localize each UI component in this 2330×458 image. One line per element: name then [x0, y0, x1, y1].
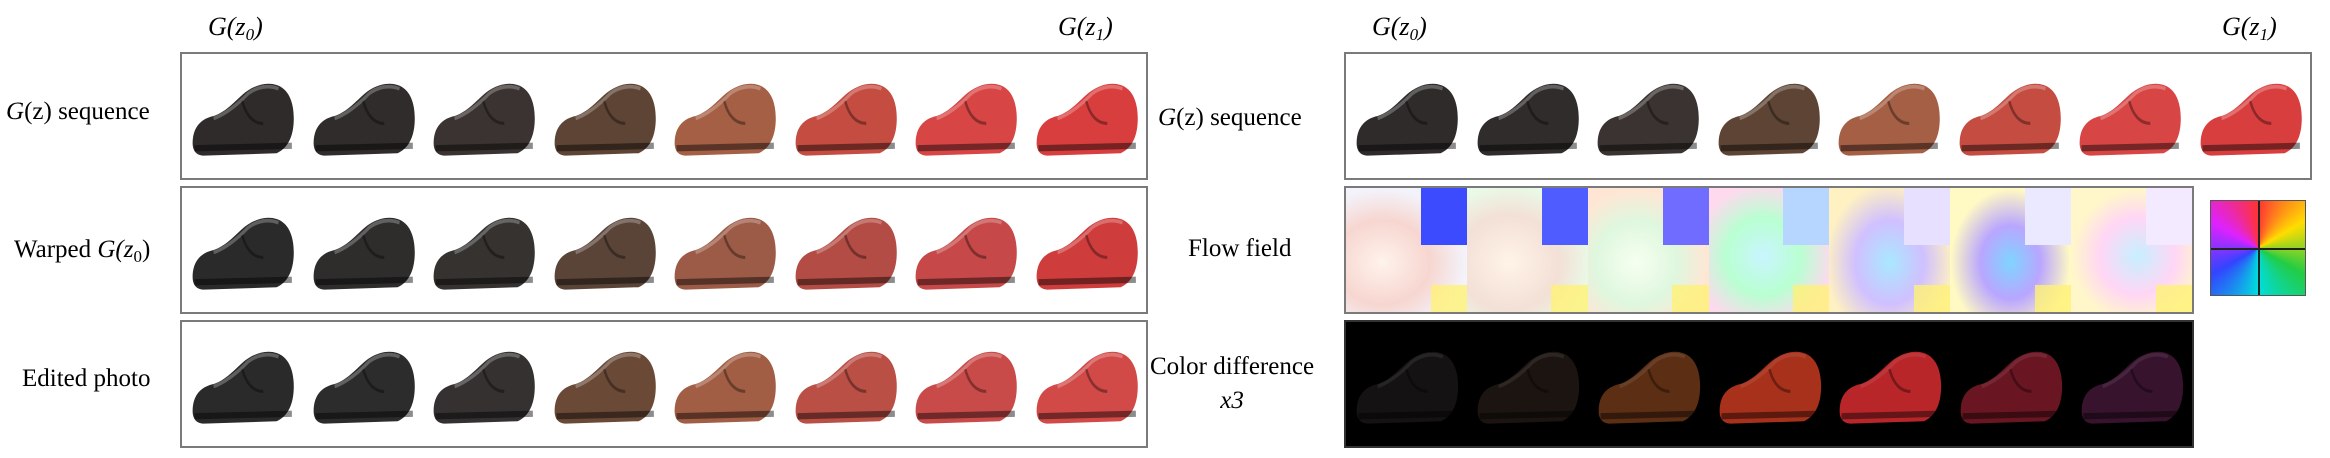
- color-difference-image: [1712, 322, 1827, 446]
- flow-block: [2025, 188, 2072, 246]
- shoe-image: [1029, 322, 1144, 446]
- shoe-image: [908, 188, 1023, 312]
- color-difference-image: [1832, 322, 1947, 446]
- flow-block: [1541, 188, 1588, 246]
- shoe-image: [788, 54, 903, 178]
- shoe-image: [426, 188, 541, 312]
- right-row-flow-field: [1344, 186, 2194, 314]
- left-row-warped: [180, 186, 1148, 314]
- shoe-image: [1831, 54, 1946, 178]
- flow-block: [1904, 188, 1951, 246]
- shoe-image: [667, 322, 782, 446]
- flow-field-image: [2071, 188, 2192, 312]
- shoe-image: [185, 54, 300, 178]
- flow-corner: [1430, 284, 1467, 312]
- flow-block: [2146, 188, 2192, 246]
- shoe-image: [1029, 54, 1144, 178]
- color-difference-image: [1349, 322, 1464, 446]
- shoe-image: [547, 188, 662, 312]
- flow-block: [1783, 188, 1830, 246]
- flow-field-image: [1466, 188, 1588, 312]
- shoe-image: [306, 54, 421, 178]
- shoe-image: [547, 322, 662, 446]
- color-difference-image: [1591, 322, 1706, 446]
- header-left-end: G(z1): [1058, 12, 1113, 44]
- flow-corner: [1914, 284, 1951, 312]
- shoe-image: [185, 188, 300, 312]
- flow-corner: [2034, 284, 2072, 312]
- right-row-sequence: [1344, 52, 2312, 180]
- shoe-image: [908, 322, 1023, 446]
- flow-corner: [1793, 284, 1830, 312]
- flow-color-wheel-icon: [2210, 200, 2306, 296]
- color-difference-image: [1470, 322, 1585, 446]
- label-color-difference: Color difference x3: [1150, 353, 1315, 414]
- flow-field-image: [1346, 188, 1467, 312]
- flow-field-image: [1708, 188, 1830, 312]
- label-flow-field: Flow field: [1188, 235, 1292, 262]
- shoe-image: [1590, 54, 1705, 178]
- shoe-image: [306, 188, 421, 312]
- label-edited-photo: Edited photo: [22, 365, 151, 392]
- label-gz-sequence-left: G(z) sequence: [6, 98, 150, 125]
- label-gz-sequence-right: G(z) sequence: [1158, 104, 1302, 131]
- shoe-image: [547, 54, 662, 178]
- shoe-image: [1711, 54, 1826, 178]
- shoe-image: [1470, 54, 1585, 178]
- flow-block: [1662, 188, 1709, 246]
- shoe-image: [426, 54, 541, 178]
- flow-corner: [1672, 284, 1709, 312]
- shoe-image: [667, 188, 782, 312]
- flow-field-image: [1950, 188, 2072, 312]
- shoe-image: [2072, 54, 2187, 178]
- flow-field-image: [1829, 188, 1951, 312]
- header-right-end: G(z1): [2222, 12, 2277, 44]
- shoe-image: [185, 322, 300, 446]
- shoe-image: [788, 188, 903, 312]
- shoe-image: [788, 322, 903, 446]
- shoe-image: [2193, 54, 2308, 178]
- shoe-image: [667, 54, 782, 178]
- color-difference-image: [1953, 322, 2068, 446]
- flow-field-image: [1587, 188, 1709, 312]
- shoe-image: [908, 54, 1023, 178]
- label-warped-gz0: Warped G(z0): [14, 236, 151, 266]
- color-difference-image: [2074, 322, 2189, 446]
- flow-corner: [1551, 284, 1588, 312]
- flow-block: [1420, 188, 1467, 246]
- shoe-image: [1349, 54, 1464, 178]
- shoe-image: [1952, 54, 2067, 178]
- shoe-image: [426, 322, 541, 446]
- header-left-start: G(z0): [208, 12, 263, 44]
- flow-corner: [2155, 284, 2192, 312]
- left-row-edited: [180, 320, 1148, 448]
- header-right-start: G(z0): [1372, 12, 1427, 44]
- left-row-sequence: [180, 52, 1148, 180]
- right-row-color-difference: [1344, 320, 2194, 448]
- shoe-image: [306, 322, 421, 446]
- shoe-image: [1029, 188, 1144, 312]
